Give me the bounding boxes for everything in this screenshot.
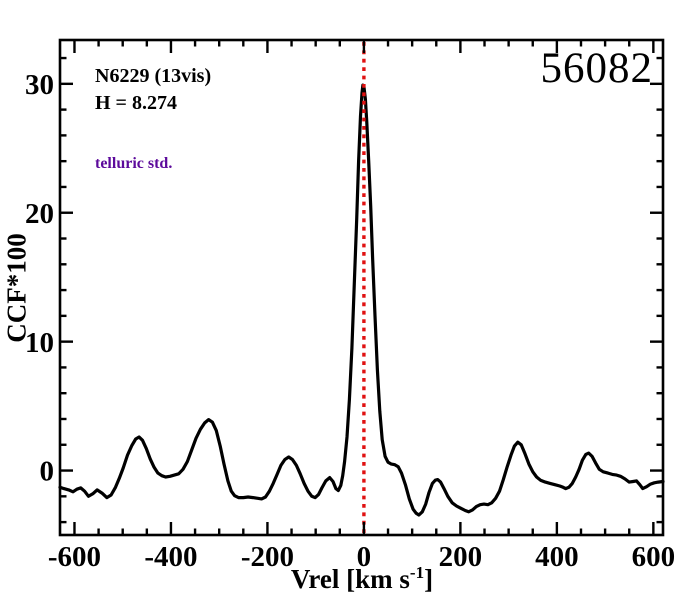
svg-text:-400: -400 (144, 541, 197, 573)
svg-text:200: 200 (439, 541, 483, 573)
target-name-label: N6229 (13vis) (95, 65, 212, 87)
x-axis-title-main: Vrel [km s (290, 564, 410, 594)
x-axis-title-exponent: -1 (409, 563, 425, 582)
svg-text:400: 400 (535, 541, 579, 573)
svg-text:10: 10 (25, 327, 54, 359)
svg-text:20: 20 (25, 198, 54, 230)
telluric-standard-label: telluric std. (95, 155, 173, 172)
svg-text:600: 600 (632, 541, 675, 573)
svg-text:30: 30 (25, 69, 54, 101)
svg-text:-600: -600 (48, 541, 101, 573)
svg-text:0: 0 (40, 456, 55, 488)
mjd-label: 56082 (540, 45, 653, 92)
y-axis-title: CCF*100 (1, 233, 32, 343)
svg-text:-200: -200 (241, 541, 294, 573)
x-axis-title: Vrel [km s-1] (291, 563, 433, 595)
x-axis-title-end: ] (424, 564, 434, 594)
svg-text:0: 0 (357, 541, 372, 573)
h-magnitude-label: H = 8.274 (95, 92, 177, 114)
